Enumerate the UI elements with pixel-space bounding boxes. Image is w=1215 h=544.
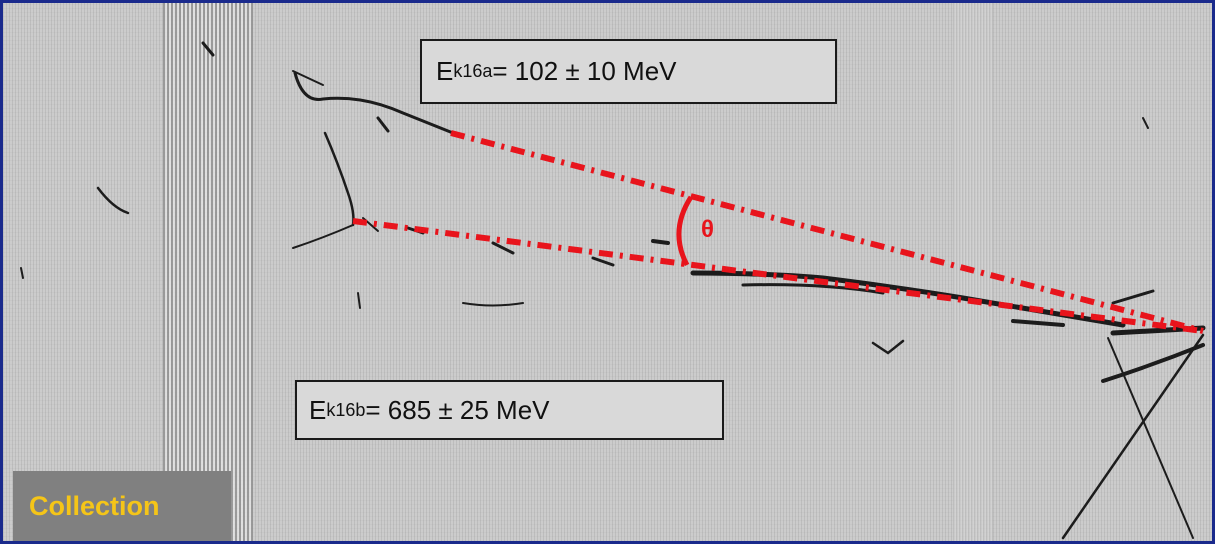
track-left-speck xyxy=(96,186,130,215)
angle-line-lower xyxy=(352,218,1204,334)
track-vertex-bar xyxy=(1111,289,1155,305)
panel-label: Collection xyxy=(13,471,231,541)
track-scene xyxy=(20,41,1206,540)
track-long-down-left xyxy=(1061,333,1205,540)
track-main-lower xyxy=(690,270,1126,328)
energy-a-value: = 102 ± 10 MeV xyxy=(492,56,677,86)
track-upper-small xyxy=(292,70,324,86)
noise-stripe-band xyxy=(163,3,253,541)
particle-tracks xyxy=(20,41,1206,540)
track-left-hook xyxy=(323,131,355,227)
energy-a-subscript: k16a xyxy=(453,61,493,81)
angle-arc xyxy=(676,195,694,267)
track-small-2 xyxy=(462,302,524,307)
track-small-10 xyxy=(20,267,24,279)
energy-a-prefix: E xyxy=(436,56,454,86)
track-small-8 xyxy=(1142,117,1149,129)
track-upper-curve xyxy=(293,71,455,135)
track-segment-1 xyxy=(1011,319,1065,327)
track-long-down-right xyxy=(1107,337,1194,539)
angle-lines xyxy=(352,130,1204,334)
track-short-v xyxy=(871,339,905,355)
track-left-diag xyxy=(292,224,354,249)
track-small-6 xyxy=(491,241,515,255)
energy-b-prefix: E xyxy=(309,394,327,425)
track-small-4 xyxy=(651,239,670,245)
track-top-speck xyxy=(201,41,215,57)
track-small-3 xyxy=(591,256,615,267)
angle-line-upper xyxy=(450,130,1204,334)
track-small-7 xyxy=(376,116,390,133)
angle-symbol: θ xyxy=(701,216,714,243)
energy-b-value: = 685 ± 25 MeV xyxy=(365,394,550,425)
energy-b-subscript: k16b xyxy=(326,399,366,420)
track-main-lower-b xyxy=(741,283,885,295)
track-small-9 xyxy=(357,292,361,309)
